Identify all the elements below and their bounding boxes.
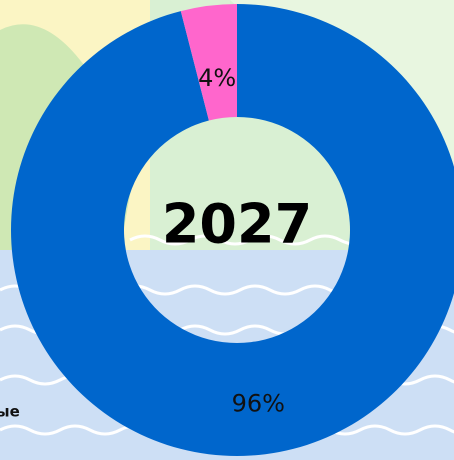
page: {"chart_data": {"type": "donut", "center… xyxy=(0,0,454,460)
center-label: 2027 xyxy=(162,193,312,256)
value-label: 96% xyxy=(232,390,285,418)
annotation: ые xyxy=(0,403,20,421)
chart: ые 2027 96% 4% xyxy=(0,0,454,460)
value-label: 4% xyxy=(198,64,236,92)
